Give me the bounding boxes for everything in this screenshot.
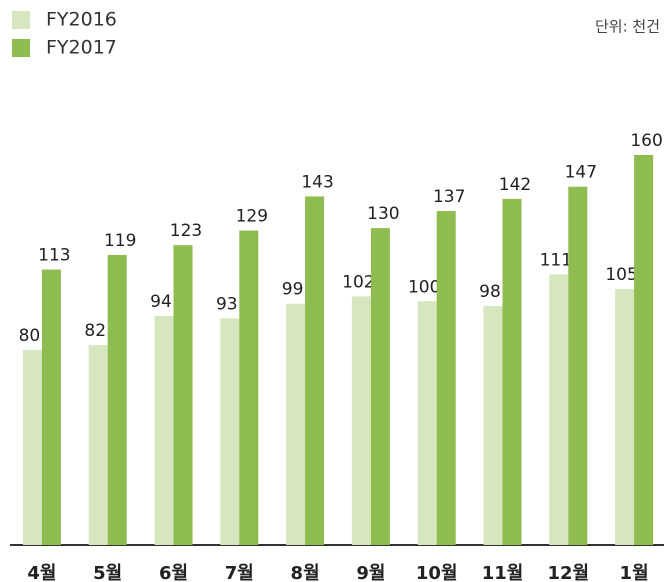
bar [220, 318, 240, 545]
bar [22, 350, 42, 545]
x-tick-label: 7월 [225, 563, 254, 582]
bar [370, 228, 390, 545]
bar [88, 345, 108, 545]
bar [417, 301, 437, 545]
bar [154, 315, 174, 545]
bar [286, 303, 306, 545]
data-label: 119 [104, 231, 136, 251]
bar [615, 289, 635, 545]
data-label: 142 [499, 175, 531, 195]
x-tick-label: 1월 [620, 563, 649, 582]
data-label: 123 [170, 221, 202, 241]
bar [549, 274, 569, 545]
bar [634, 155, 654, 545]
bar [173, 245, 193, 545]
data-label: 93 [216, 294, 238, 314]
bar [502, 198, 522, 545]
x-tick-label: 11월 [482, 563, 524, 582]
data-label: 129 [236, 207, 268, 227]
data-label: 100 [408, 277, 440, 297]
data-label: 99 [282, 280, 304, 300]
data-label: 137 [433, 187, 465, 207]
unit-label: 단위: 천건 [595, 18, 660, 36]
data-label: 82 [84, 321, 106, 341]
legend-swatch [12, 39, 30, 57]
data-label: 102 [342, 272, 374, 292]
x-tick-label: 12월 [547, 563, 589, 582]
x-tick-label: 9월 [356, 563, 385, 582]
x-tick-label: 6월 [159, 563, 188, 582]
bar [239, 230, 259, 545]
data-label: 113 [38, 246, 70, 266]
legend-label: FY2017 [46, 37, 117, 59]
x-tick-label: 4월 [27, 563, 56, 582]
data-label: 98 [479, 282, 501, 302]
data-label: 111 [540, 250, 572, 270]
data-label: 143 [301, 172, 333, 192]
bar [351, 296, 371, 545]
data-label: 80 [19, 326, 41, 346]
bar [305, 196, 325, 545]
bar [483, 306, 503, 545]
bar [107, 254, 127, 545]
data-label: 147 [565, 163, 597, 183]
data-label: 130 [367, 204, 399, 224]
data-label: 105 [605, 265, 637, 285]
bar [436, 211, 456, 545]
x-tick-label: 8월 [291, 563, 320, 582]
data-label: 160 [630, 131, 662, 151]
legend-swatch [12, 11, 30, 29]
bar [41, 269, 61, 545]
bar [568, 186, 588, 545]
x-tick-label: 10월 [416, 563, 458, 582]
data-label: 94 [150, 292, 172, 312]
x-tick-label: 5월 [93, 563, 122, 582]
legend-label: FY2016 [46, 9, 117, 31]
